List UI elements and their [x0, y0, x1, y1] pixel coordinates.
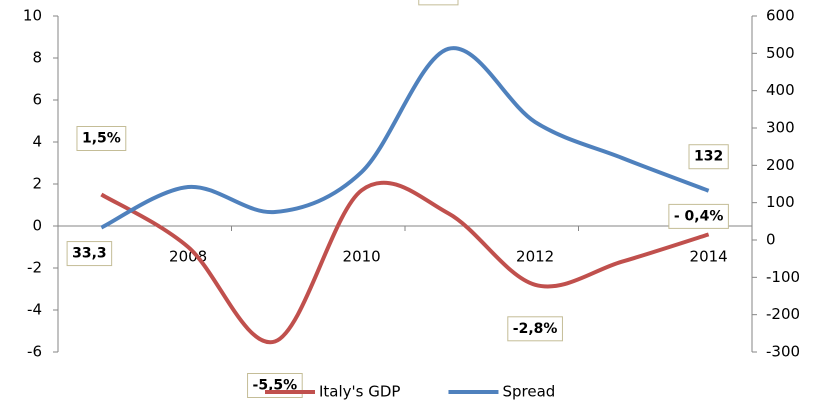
y-tick-label: 4	[32, 133, 42, 151]
y2-tick-label: -200	[766, 305, 800, 323]
line-series	[100, 180, 710, 345]
line-series	[100, 46, 710, 230]
y2-tick-label: 400	[766, 81, 795, 99]
data-label-box	[418, 0, 459, 6]
data-label-box	[688, 144, 729, 170]
data-label: 132	[694, 149, 723, 165]
y2-tick-label: 600	[766, 7, 795, 25]
y-tick-label: -6	[27, 343, 42, 361]
data-label-box	[668, 203, 729, 229]
y-tick-label: 8	[32, 49, 42, 67]
y2-tick-label: 300	[766, 119, 795, 137]
x-tick-label: 2008	[169, 248, 207, 266]
x-tick-label: 2014	[690, 248, 728, 266]
data-label-box	[507, 316, 563, 342]
y2-tick-label: 200	[766, 156, 795, 174]
x-tick-label: 2010	[343, 248, 381, 266]
data-label-box	[76, 126, 127, 151]
data-label: -5,5%	[253, 378, 298, 394]
y2-tick-label: 500	[766, 44, 795, 62]
y-tick-label: -2	[27, 259, 42, 277]
y2-tick-label: 100	[766, 193, 795, 211]
y2-tick-label: -100	[766, 268, 800, 286]
data-label: 33,3	[72, 246, 107, 262]
x-tick-label: 2012	[516, 248, 554, 266]
data-label: 512	[424, 0, 453, 1]
y-tick-label: 6	[32, 91, 42, 109]
y-tick-label: 10	[23, 7, 42, 25]
data-label: - 0,4%	[674, 208, 724, 224]
y-tick-label: 0	[32, 217, 42, 235]
data-label-box	[66, 241, 113, 267]
legend-label: Spread	[502, 383, 555, 401]
y2-tick-label: 0	[766, 231, 776, 249]
data-label: 1,5%	[82, 131, 121, 147]
legend-label: Italy's GDP	[319, 383, 400, 401]
data-label: -2,8%	[513, 321, 558, 337]
y-tick-label: -4	[27, 301, 42, 319]
y2-tick-label: -300	[766, 343, 800, 361]
y-tick-label: 2	[32, 175, 42, 193]
